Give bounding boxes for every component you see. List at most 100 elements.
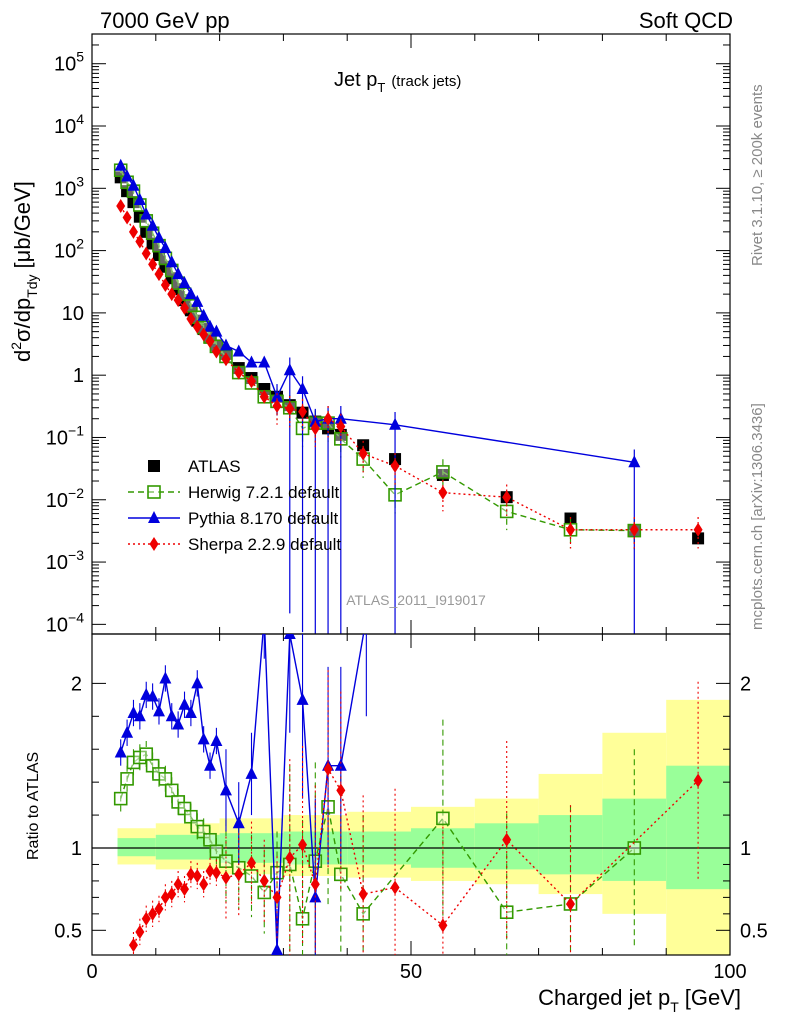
sherpa-ratio-point [199, 877, 209, 892]
sherpa-point [259, 389, 269, 404]
atlas-point [357, 439, 370, 452]
y-tick-label: 10−1 [46, 422, 84, 449]
sherpa-ratio-point [298, 837, 308, 852]
herwig-ratio-point [627, 841, 642, 855]
y-tick-label: 10 [62, 303, 84, 325]
pythia-point [146, 218, 159, 231]
sherpa-ratio-point [221, 870, 231, 885]
sherpa-point [205, 334, 215, 349]
pythia-point [121, 169, 134, 182]
sherpa-ratio-point [148, 906, 158, 921]
header-right-label: Soft QCD [639, 8, 733, 33]
sherpa-ratio-point [205, 864, 215, 879]
pythia-point [178, 276, 191, 289]
pythia-point [152, 230, 165, 243]
sherpa-ratio-point [390, 880, 400, 895]
header-left-label: 7000 GeV pp [100, 8, 230, 33]
ratio-y-tick-label-left: 1 [71, 838, 82, 860]
sherpa-point [116, 198, 126, 213]
pythia-ratio-point [146, 689, 159, 702]
sherpa-ratio-point [502, 832, 512, 847]
sherpa-point [180, 300, 190, 315]
watermark: ATLAS_2011_I919017 [346, 592, 486, 608]
legend-sherpa-label: Sherpa 2.2.9 default [188, 535, 341, 554]
sherpa-ratio-point [310, 877, 320, 892]
pythia-point [389, 417, 402, 430]
legend: ATLAS Herwig 7.2.1 default Pythia 8.170 de… [128, 457, 341, 554]
pythia-main-line [120, 165, 635, 463]
sherpa-point [221, 352, 231, 367]
ratio-y-tick-label-left: 2 [71, 673, 82, 695]
legend-herwig-marker [147, 485, 161, 499]
sherpa-point [298, 404, 308, 419]
pythia-point [191, 294, 204, 307]
pythia-ratio-point [245, 766, 258, 779]
sherpa-ratio-point [186, 867, 196, 882]
sherpa-point [358, 446, 368, 461]
pythia-ratio-point [360, 611, 372, 623]
sherpa-point [310, 421, 320, 436]
sherpa-point [629, 522, 639, 537]
side-label-top: Rivet 3.1.10, ≥ 200k events [749, 84, 766, 266]
sherpa-point [285, 401, 295, 416]
sherpa-point [323, 411, 333, 426]
main-title: Jet pT (track jets) [334, 69, 461, 95]
pythia-point [271, 389, 284, 402]
pythia-ratio-point [114, 745, 127, 758]
legend-atlas-label: ATLAS [188, 457, 241, 476]
sherpa-point [211, 344, 221, 359]
sherpa-main-line [120, 205, 699, 531]
legend-herwig-label: Herwig 7.2.1 default [188, 483, 339, 502]
pythia-ratio-point [127, 706, 140, 719]
sherpa-point [122, 210, 132, 225]
sherpa-ratio-point [167, 887, 177, 902]
pythia-ratio-point [197, 732, 210, 745]
herwig-ratio-point [164, 783, 179, 798]
atlas-point [258, 383, 271, 396]
sherpa-ratio-point [247, 855, 256, 870]
pythia-point [197, 308, 210, 321]
sherpa-point [566, 522, 575, 537]
sherpa-ratio-point [211, 865, 221, 880]
sherpa-ratio-point [272, 890, 282, 905]
herwig-ratio-point [158, 772, 173, 786]
pythia-point [140, 207, 153, 220]
herwig-point [436, 465, 450, 479]
pythia-point [219, 338, 232, 351]
pythia-ratio-point [219, 783, 232, 796]
pythia-point [172, 267, 185, 280]
pythia-point [309, 414, 322, 427]
y-tick-label: 1 [73, 365, 84, 387]
pythia-point [334, 411, 347, 424]
pythia-point [114, 158, 127, 171]
herwig-ratio-point [356, 907, 370, 921]
x-axis-label: Charged jet pT [GeV] [538, 985, 741, 1015]
ratio-y-tick-label-left: 0.5 [54, 920, 82, 942]
sherpa-point [160, 278, 170, 293]
herwig-ratio-point [436, 811, 450, 826]
y-tick-label: 10−4 [46, 609, 84, 636]
pythia-ratio-point [296, 692, 309, 705]
pythia-ratio-point [283, 634, 296, 639]
side-label-bottom: mcplots.cern.ch [arXiv:1306.3436] [749, 403, 766, 630]
pythia-ratio-point [271, 943, 283, 955]
herwig-ratio-point [295, 911, 310, 926]
sherpa-ratio-point [438, 918, 448, 933]
pythia-point [184, 287, 197, 300]
legend-pythia-marker [148, 511, 160, 523]
pythia-ratio-point [232, 816, 245, 829]
herwig-ratio-point [139, 747, 154, 761]
ratio-inner-band [117, 838, 156, 857]
herwig-ratio-point [209, 844, 224, 859]
legend-sherpa-marker [149, 537, 159, 551]
sherpa-point [336, 419, 346, 434]
sherpa-point [186, 311, 196, 326]
sherpa-ratio-point [285, 850, 295, 865]
sherpa-point [173, 293, 183, 308]
sherpa-point [135, 234, 145, 249]
herwig-ratio-point [203, 832, 217, 847]
herwig-main-line [120, 169, 635, 532]
pythia-ratio-point [334, 758, 347, 771]
y-tick-label: 10−3 [46, 547, 84, 574]
